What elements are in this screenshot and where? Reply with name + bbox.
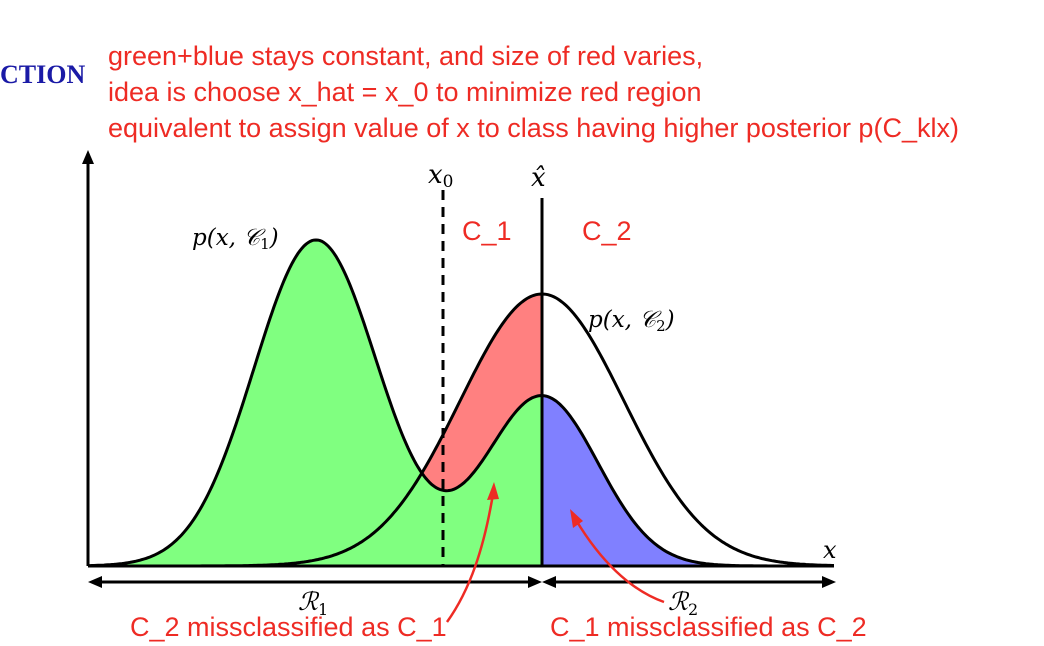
class-label-c1: C_1 xyxy=(462,216,512,246)
note-line-1: green+blue stays constant, and size of r… xyxy=(108,41,704,71)
class-label-c2: C_2 xyxy=(582,216,632,246)
section-heading-fragment: CTION xyxy=(0,60,86,89)
annotation-arrow-right xyxy=(574,519,665,604)
note-line-2: idea is choose x_hat = x_0 to minimize r… xyxy=(108,77,702,107)
curve-p-x-c1 xyxy=(88,238,834,568)
annotation-arrowhead-left xyxy=(487,482,499,500)
region1-label: ℛ1 xyxy=(298,587,328,619)
curve1-label: p(x, 𝒞1) xyxy=(192,225,279,253)
annotation-left: C_2 missclassified as C_1 xyxy=(130,612,447,642)
note-line-3: equivalent to assign value of x to class… xyxy=(108,113,959,143)
region2-arrow-left xyxy=(542,576,556,588)
region2-label: ℛ2 xyxy=(668,587,698,619)
decision-label: x̂ xyxy=(531,163,546,193)
annotation-arrowhead-right xyxy=(570,509,583,528)
red-region xyxy=(422,294,542,491)
region2-arrow-right xyxy=(822,576,836,588)
y-axis-arrowhead xyxy=(82,150,94,164)
region1-arrow-right xyxy=(528,576,542,588)
x-axis-label: x xyxy=(823,536,837,564)
blue-region xyxy=(542,395,834,566)
green-region xyxy=(88,240,542,566)
annotation-right: C_1 missclassified as C_2 xyxy=(550,612,867,642)
annotation-arrow-left xyxy=(445,493,495,623)
curve2-label: p(x, 𝒞2) xyxy=(588,307,675,335)
region1-arrow-left xyxy=(88,576,102,588)
threshold-label: x0 xyxy=(428,160,454,192)
